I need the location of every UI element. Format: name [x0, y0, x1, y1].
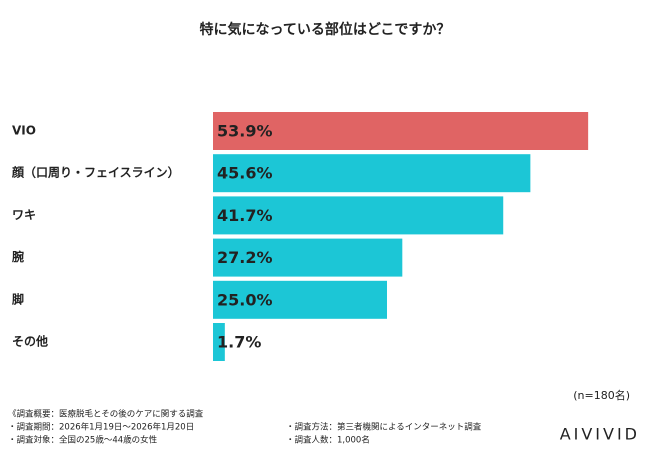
value-label: 25.0% — [217, 290, 273, 309]
category-label: 腕 — [11, 249, 24, 264]
value-label: 45.6% — [217, 164, 273, 183]
category-label: VIO — [12, 124, 36, 138]
bar — [213, 323, 225, 361]
bar — [213, 280, 387, 319]
footnote: ・調査対象：全国の25歳～44歳の女性 — [8, 435, 158, 446]
footnote: 《調査概要：医療脱毛とその後のケアに関する調査 — [8, 409, 204, 420]
value-label: 41.7% — [217, 206, 273, 225]
bar — [213, 154, 531, 193]
bar — [213, 112, 589, 150]
category-label: ワキ — [12, 208, 36, 222]
category-label: 顔（口周り・フェイスライン） — [11, 165, 180, 180]
chart-title: 特に気になっている部位はどこですか？ — [200, 21, 451, 38]
brand-logo: AIVIVID — [560, 425, 640, 444]
category-label: 脚 — [12, 291, 24, 306]
value-label: 27.2% — [217, 248, 273, 267]
category-label: その他 — [12, 334, 48, 349]
value-label: 1.7% — [217, 333, 261, 352]
value-label: 53.9% — [217, 122, 273, 141]
footnote: ・調査方法：第三者機関によるインターネット調査 — [286, 422, 482, 433]
bar — [213, 238, 403, 277]
footnote: ・調査人数：1,000名 — [286, 435, 370, 446]
sample-note: (n=180名) — [573, 388, 630, 402]
bar — [213, 196, 504, 235]
footnote: ・調査期間：2026年1月19日～2026年1月20日 — [8, 422, 194, 433]
